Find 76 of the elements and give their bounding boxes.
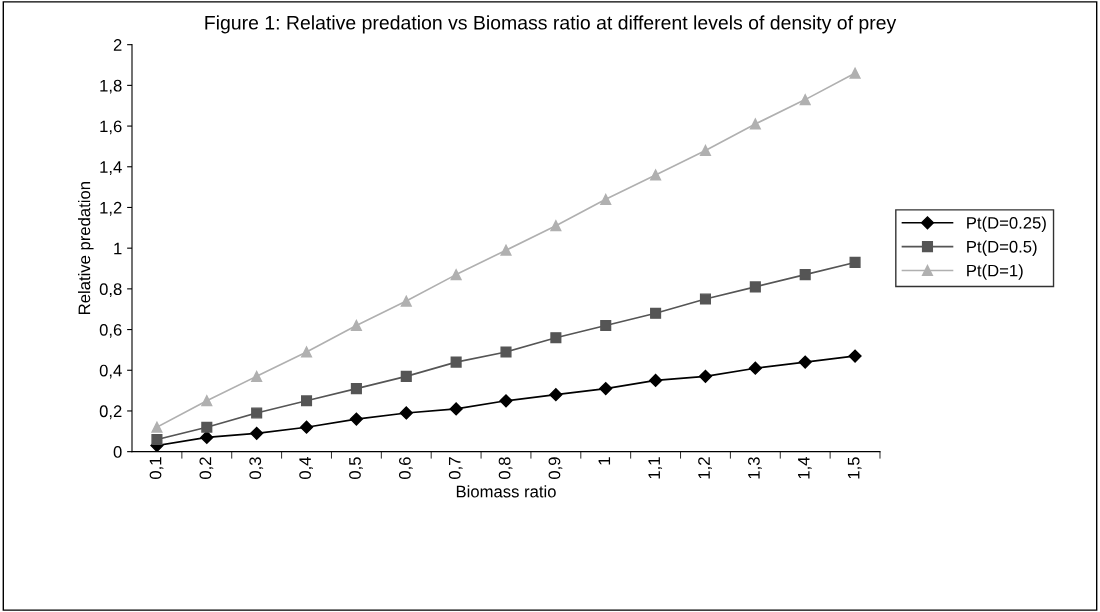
point [251,370,263,382]
y-tick-label: 0,4 [99,364,122,379]
point [300,395,313,407]
point [500,346,512,358]
x-tick-label: 1,5 [847,457,862,479]
point [300,346,313,358]
point [151,433,163,446]
x-tick-label: 0,6 [398,457,413,480]
x-tick-label: 0,9 [548,457,563,480]
point [151,421,163,433]
x-tick-label: 0,7 [448,457,463,480]
x-tick-label: 0,2 [199,457,214,480]
y-tick-label: 0 [113,446,122,458]
y-tick-label: 1,2 [100,201,122,216]
point [748,361,762,375]
point [349,412,363,426]
y-tick-label: 2 [113,39,122,51]
point [848,349,862,363]
x-tick-label: 1,4 [798,457,812,479]
point [450,269,462,281]
x-axis-title: Biomass ratio [456,485,556,498]
point [200,430,214,444]
y-tick-label: 0,2 [99,405,122,420]
point [600,193,612,205]
point [450,356,462,368]
point [650,169,662,181]
x-tick-label: 0,5 [349,457,363,480]
point [798,355,812,369]
point [400,370,412,382]
legend-label: Pt(D=0.25) [967,216,1046,233]
point [699,144,712,157]
y-tick-label: 1,8 [100,79,122,94]
point [251,407,263,419]
y-axis-title: Relative predation [78,182,94,314]
point [400,295,412,307]
point [350,319,362,332]
point [749,281,761,293]
y-tick-label: 1,6 [100,120,122,135]
point [499,394,513,408]
point [299,420,314,434]
point [699,293,712,305]
x-tick-label: 1,3 [748,457,762,479]
point [599,381,613,396]
x-tick-label: 0,4 [299,457,313,480]
x-tick-label: 0,1 [149,457,164,480]
y-tick-label: 0,8 [99,283,122,298]
point [549,388,563,402]
point [849,67,861,79]
x-tick-label: 1 [598,457,611,465]
legend-label: Pt(D=1) [967,264,1023,280]
point [550,332,562,344]
point [201,395,213,407]
point [350,383,362,395]
point [698,369,713,383]
point [799,269,811,281]
point [849,256,861,268]
point [201,421,213,433]
point [749,118,761,130]
legend-label: Pt(D=0.5) [967,240,1037,256]
y-tick-label: 1,4 [100,161,122,175]
x-tick-label: 0,3 [249,457,264,480]
x-tick-label: 0,8 [498,457,513,480]
point [650,307,662,319]
point [449,402,463,416]
point [600,319,612,332]
point [399,406,413,420]
x-tick-label: 1,2 [698,457,712,479]
chart-title: Figure 1: Relative predation vs Biomass ratio at different levels of density of prey [205,15,897,34]
point [250,426,264,440]
point [799,94,811,106]
y-tick-label: 1 [114,242,122,255]
point [550,220,562,232]
point [500,244,512,256]
x-tick-label: 1,1 [648,457,663,479]
y-tick-label: 0,6 [99,323,122,338]
point [649,373,663,388]
